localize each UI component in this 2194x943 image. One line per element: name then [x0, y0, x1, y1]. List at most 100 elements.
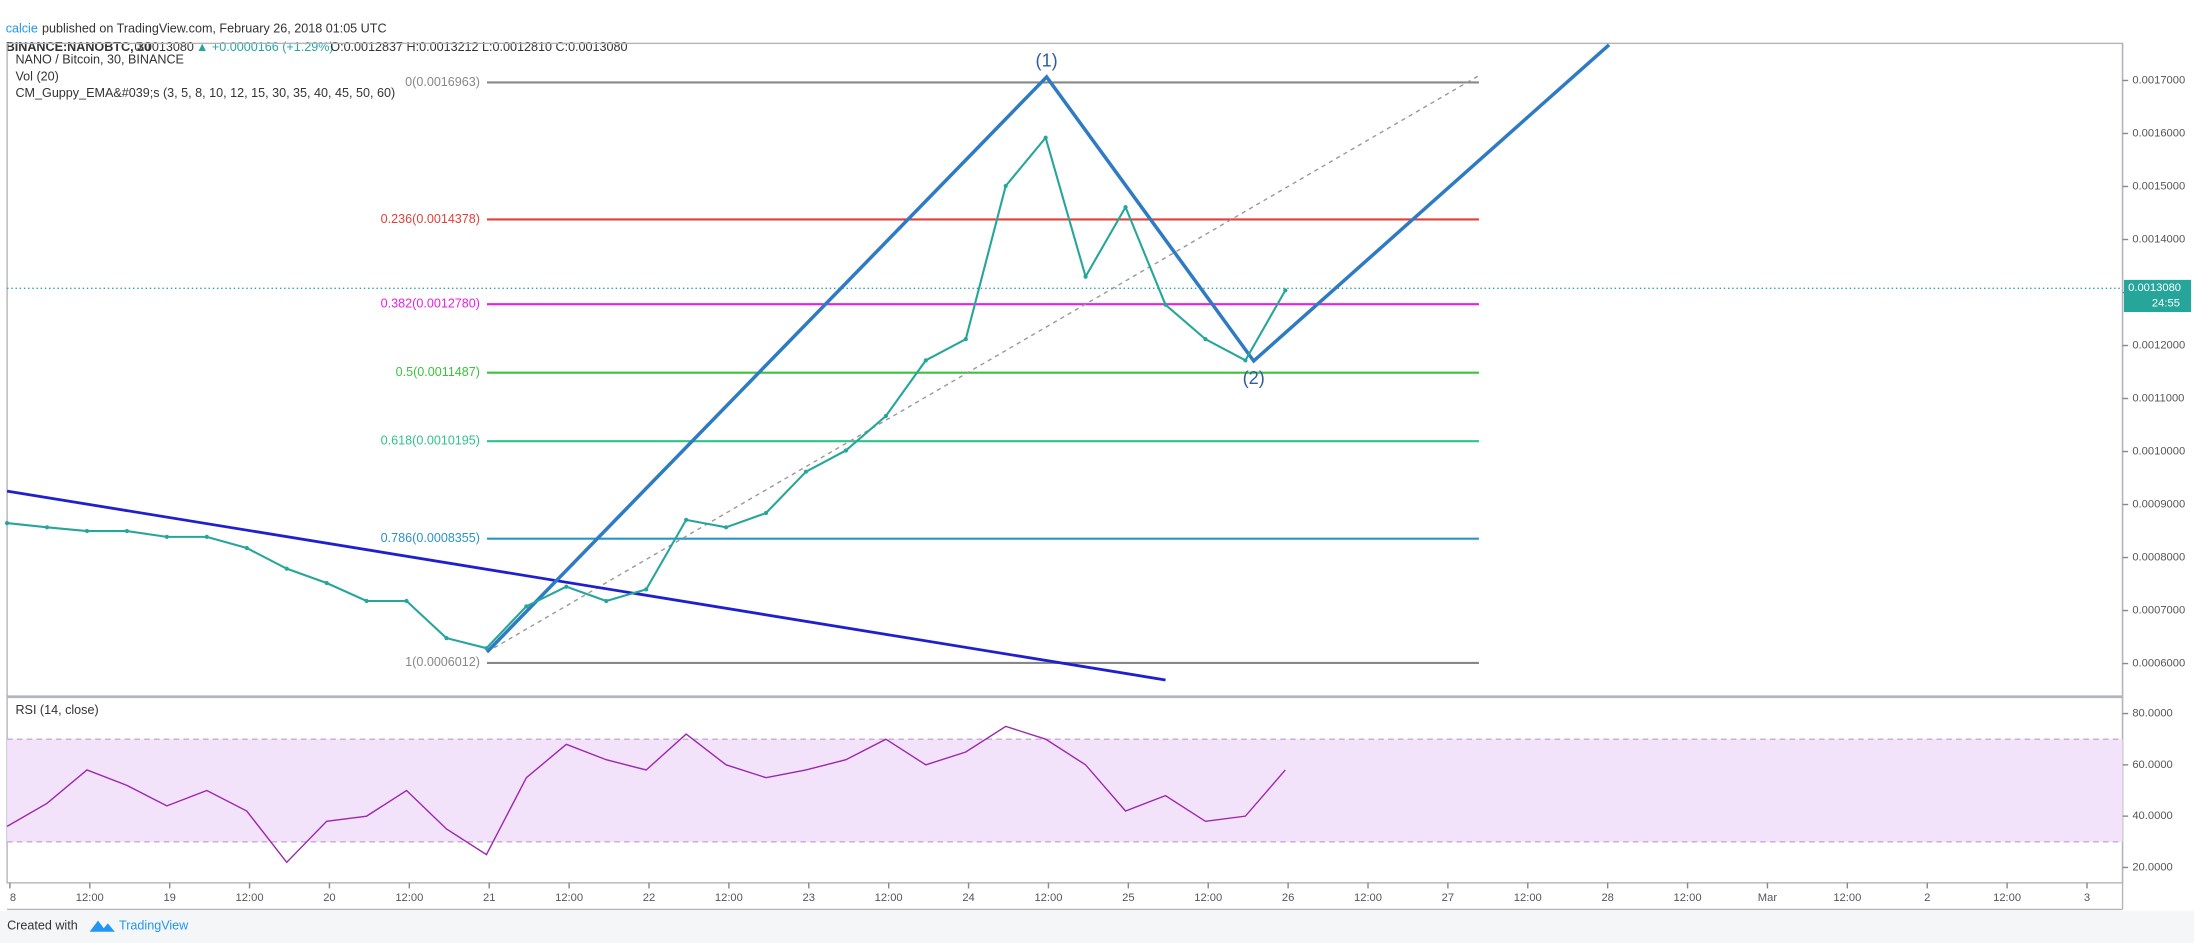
- footer-brand[interactable]: TradingView: [119, 919, 189, 933]
- price-point: [204, 534, 209, 539]
- rsi-band: [7, 739, 2123, 842]
- price-point: [444, 636, 449, 641]
- time-label: 26: [1282, 892, 1294, 904]
- ohlc: O:0.0012837 H:0.0013212 L:0.0012810 C:0.…: [330, 40, 627, 54]
- price-point: [1163, 302, 1168, 307]
- price-point: [404, 598, 409, 604]
- change: ▲ +0.0000166 (+1.29%): [196, 40, 334, 54]
- footer-bar: [0, 910, 2194, 943]
- price-point: [124, 528, 130, 534]
- wave-label: (2): [1243, 368, 1265, 388]
- price-point: [1123, 205, 1128, 210]
- countdown: 24:55: [2152, 298, 2180, 310]
- fib-label: 0.236(0.0014378): [381, 212, 480, 226]
- brand-icon: [89, 920, 115, 932]
- last-price-tag: [2123, 279, 2192, 313]
- price-tick-label: 0.0011000: [2132, 392, 2184, 404]
- header-line1: calcie published on TradingView.com, Febr…: [6, 22, 387, 36]
- price-point: [4, 520, 10, 526]
- price-grid: 0.0006000 0.0007000 0.0008000 0.0009000 0.00…: [7, 74, 2192, 670]
- price-tick-label: 0.0008000: [2132, 551, 2185, 563]
- price-tick-label: 0.0009000: [2132, 498, 2185, 510]
- time-axis: 8 12:00 19 12:00 20 12:00 21 12:00 22 12:00 23 12:0…: [9, 882, 2090, 904]
- price-point: [923, 358, 928, 363]
- time-label: 12:00: [236, 892, 264, 904]
- price-point: [244, 545, 249, 551]
- time-label: 12:00: [875, 892, 903, 904]
- rsi-title: RSI (14, close): [15, 703, 98, 717]
- time-label: 12:00: [1194, 892, 1222, 904]
- fib-label: 0.786(0.0008355): [381, 531, 480, 545]
- price-point: [524, 604, 529, 609]
- price-point: [284, 566, 289, 571]
- price-point: [564, 584, 569, 589]
- price-series: [4, 135, 1288, 651]
- time-label: 12:00: [715, 892, 743, 904]
- price-tick-label: 0.0012000: [2132, 339, 2185, 351]
- price-point: [1283, 288, 1288, 293]
- price-point: [1043, 135, 1048, 140]
- author[interactable]: calcie: [6, 22, 38, 36]
- legend-entry: NANO / Bitcoin, 30, BINANCE: [15, 52, 183, 66]
- price-tick-label: 0.0007000: [2132, 604, 2185, 616]
- time-label: 2: [1924, 892, 1930, 904]
- price-point: [364, 598, 369, 604]
- price-point: [1243, 358, 1248, 363]
- price-point: [763, 510, 769, 516]
- price-point: [164, 534, 169, 539]
- time-label: Mar: [1758, 892, 1778, 904]
- last-price-label: 0.0013080: [2128, 282, 2181, 294]
- price-point: [484, 646, 489, 651]
- rsi-tick-label: 80.0000: [2132, 707, 2172, 719]
- time-label: 22: [643, 892, 655, 904]
- time-label: 12:00: [1993, 892, 2021, 904]
- time-label: 21: [483, 892, 495, 904]
- price-point: [803, 469, 809, 474]
- fibonacci: 0(0.0016963) 0.236(0.0014378) 0.382(0.0012…: [381, 75, 1479, 669]
- price-tick-label: 0.0010000: [2132, 445, 2185, 457]
- price-tick-label: 0.0014000: [2132, 233, 2185, 245]
- price-point: [883, 413, 888, 419]
- price-point: [324, 580, 329, 586]
- time-label: 12:00: [1514, 892, 1542, 904]
- price-point: [44, 525, 50, 530]
- time-label: 12:00: [555, 892, 583, 904]
- rsi-tick-label: 20.0000: [2132, 861, 2172, 873]
- time-label: 19: [163, 892, 175, 904]
- time-label: 12:00: [1674, 892, 1702, 904]
- price-point: [644, 587, 649, 592]
- wave-lines: [485, 43, 1611, 654]
- published: published on TradingView.com, February 2…: [42, 22, 386, 36]
- footer-created: Created with: [7, 919, 78, 933]
- price-tick-label: 0.0006000: [2132, 658, 2185, 670]
- time-label: 12:00: [1034, 892, 1062, 904]
- time-label: 12:00: [395, 892, 423, 904]
- time-label: 27: [1442, 892, 1454, 904]
- fib-label: 0.618(0.0010195): [381, 434, 480, 448]
- time-label: 25: [1122, 892, 1134, 904]
- price-point: [843, 448, 849, 453]
- time-label: 12:00: [76, 892, 104, 904]
- legend-entry: CM_Guppy_EMA&#039;s (3, 5, 8, 10, 12, 15…: [15, 86, 395, 100]
- wave-label: (1): [1036, 50, 1058, 70]
- time-label: 28: [1601, 892, 1613, 904]
- legend: NANO / Bitcoin, 30, BINANCE Vol (20) CM_Gu…: [15, 52, 395, 100]
- fib-diagonal: [486, 74, 1480, 653]
- price-point: [684, 517, 689, 523]
- price-tick-label: 0.0015000: [2132, 180, 2185, 192]
- time-label: 24: [962, 892, 974, 904]
- time-label: 20: [323, 892, 335, 904]
- price-point: [1203, 337, 1208, 342]
- trend-line: [6, 489, 1166, 682]
- rsi-tick-label: 60.0000: [2132, 759, 2172, 771]
- rsi-tick-label: 40.0000: [2132, 810, 2172, 822]
- time-label: 3: [2084, 892, 2090, 904]
- price-point: [604, 598, 609, 604]
- price-point: [84, 528, 90, 534]
- price-point: [723, 525, 729, 530]
- price-point: [963, 337, 968, 342]
- fib-label: 0.382(0.0012780): [381, 296, 480, 310]
- price-point: [1003, 183, 1008, 189]
- rsi-pane: RSI (14, close) 20.0000 40.0000 60.0000 80.0…: [6, 703, 2173, 873]
- price-tick-label: 0.0017000: [2132, 74, 2185, 86]
